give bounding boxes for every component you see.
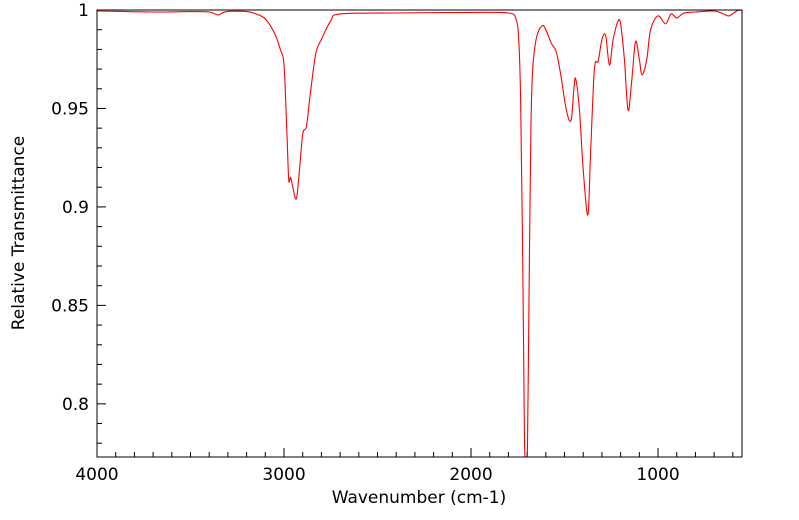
y-tick-label: 0.8 <box>62 395 89 415</box>
y-axis-label: Relative Transmittance <box>9 136 29 331</box>
y-tick-label: 0.9 <box>62 198 89 218</box>
y-tick-label: 1 <box>78 1 89 21</box>
x-axis-label: Wavenumber (cm-1) <box>332 488 507 508</box>
axis-ticks <box>96 9 734 457</box>
x-tick-label: 3000 <box>262 465 305 485</box>
x-tick-label: 4000 <box>75 465 118 485</box>
spectrum-line <box>97 10 742 457</box>
y-tick-label: 0.85 <box>51 296 89 316</box>
tick-labels: 4000 3000 2000 1000 1 0.95 0.9 0.85 0.8 <box>51 1 680 485</box>
plot-frame <box>96 9 743 458</box>
x-tick-label: 2000 <box>449 465 492 485</box>
y-tick-label: 0.95 <box>51 99 89 119</box>
x-tick-label: 1000 <box>636 465 679 485</box>
